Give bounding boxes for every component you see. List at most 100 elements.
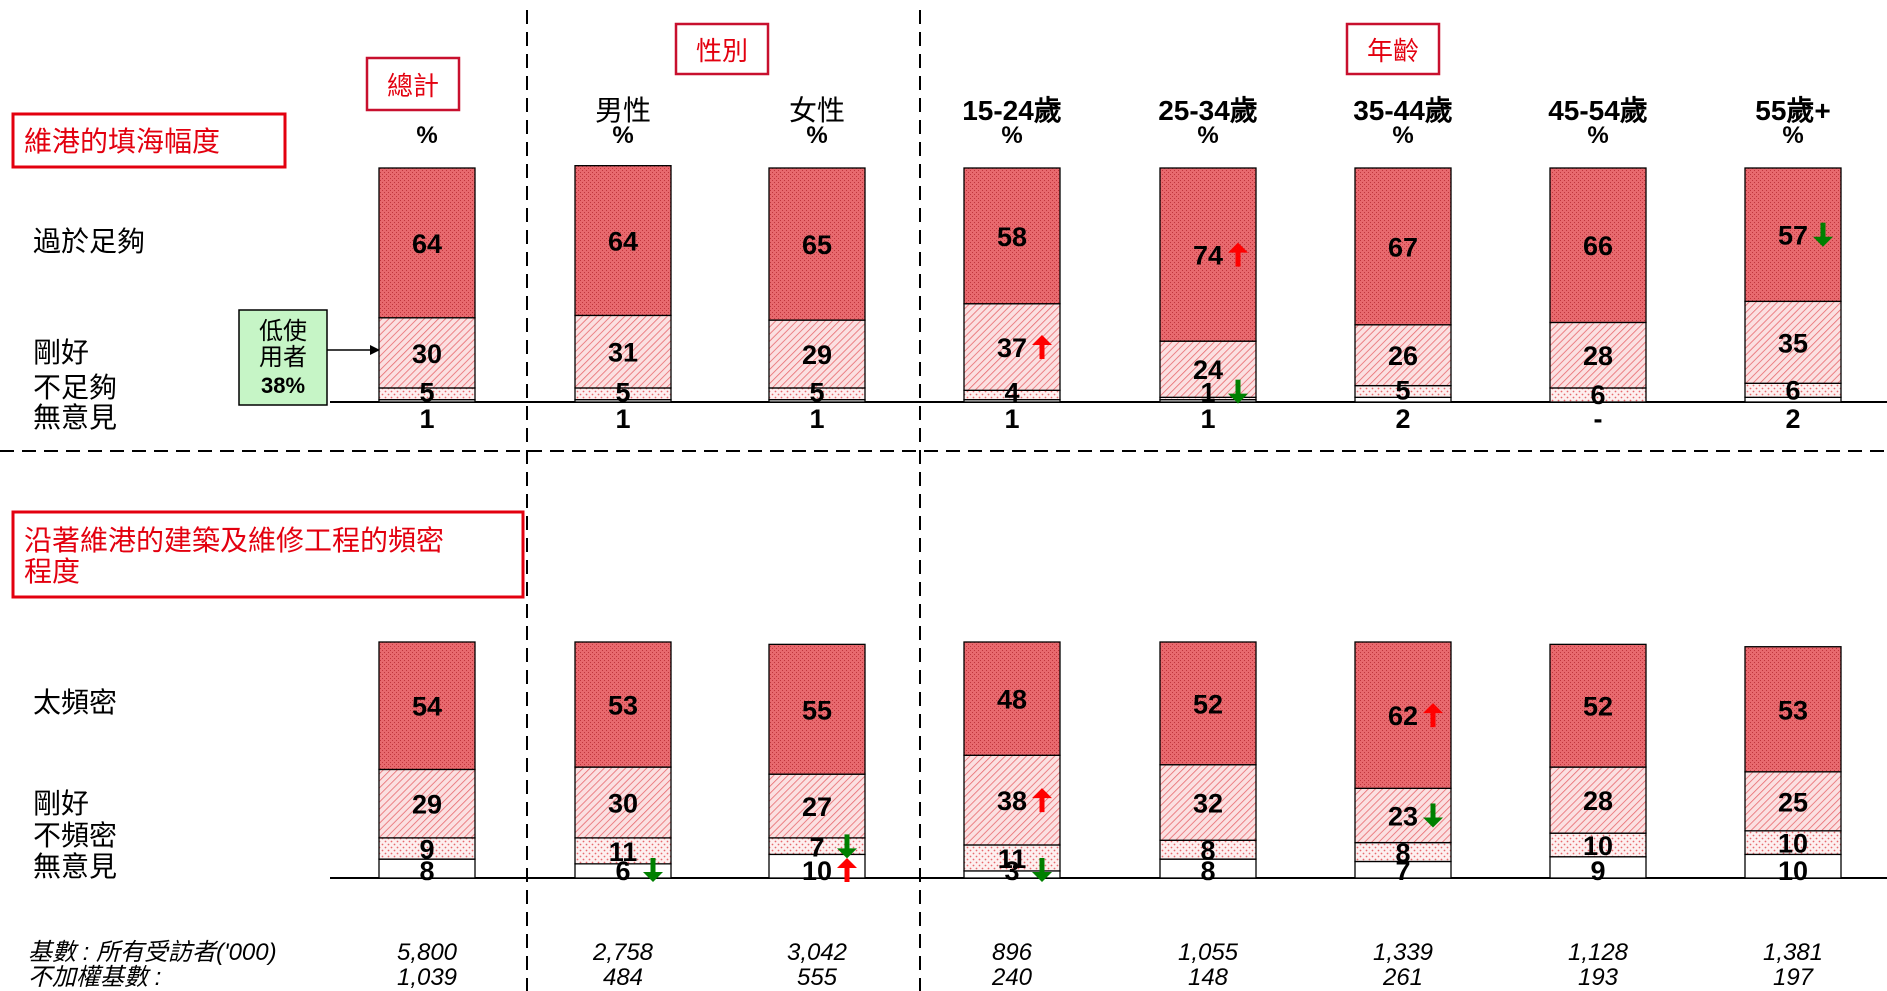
arrow-s1-c3-seg3-head bbox=[1032, 872, 1052, 882]
base-unweighted-0: 1,039 bbox=[397, 964, 457, 991]
label-s0-c2-seg0: 65 bbox=[802, 230, 832, 260]
label-s1-c1-seg2: 11 bbox=[609, 837, 638, 867]
label-s1-c6-seg2: 10 bbox=[1583, 831, 1613, 861]
base-unweighted-3: 240 bbox=[991, 964, 1033, 991]
label-s1-c5-seg0: 62 bbox=[1388, 701, 1418, 731]
column-unit-4: % bbox=[1197, 122, 1218, 149]
label-s0-c3-seg3: 1 bbox=[1004, 404, 1019, 434]
arrow-s0-c4-seg2-head bbox=[1228, 393, 1248, 404]
bar-s0-c0-seg0 bbox=[378, 167, 476, 319]
bar-s0-c5-seg1 bbox=[1354, 324, 1452, 387]
label-s1-c1-seg0: 53 bbox=[608, 691, 638, 721]
label-s0-c5-seg1: 26 bbox=[1388, 341, 1418, 371]
section2-title-box bbox=[11, 510, 525, 599]
label-s1-c0-seg1: 29 bbox=[412, 790, 442, 820]
label-s1-c4-seg1: 32 bbox=[1193, 788, 1223, 818]
label-s1-c6-seg0: 52 bbox=[1583, 692, 1613, 722]
label-s0-c1-seg2: 5 bbox=[615, 378, 630, 408]
label-s0-c2-seg2: 5 bbox=[809, 378, 824, 408]
arrow-s1-c3-seg1-shaft bbox=[1039, 796, 1045, 813]
bar-s1-c0-seg0 bbox=[378, 641, 476, 771]
label-s0-c7-seg2: 6 bbox=[1785, 375, 1800, 405]
label-s0-c0-seg3: 1 bbox=[419, 404, 434, 434]
age-box-label: 年齡 bbox=[1367, 36, 1419, 66]
label-s1-c1-seg3: 6 bbox=[615, 856, 630, 886]
label-s0-c6-seg3: - bbox=[1594, 404, 1603, 434]
row-label-s1-1: 剛好 bbox=[33, 337, 89, 368]
label-s0-c7-seg3: 2 bbox=[1785, 404, 1800, 434]
label-s0-c6-seg0: 66 bbox=[1583, 231, 1613, 261]
label-s0-c6-seg2: 6 bbox=[1590, 380, 1605, 410]
arrow-s0-c3-seg1-head bbox=[1032, 335, 1052, 346]
gender-box bbox=[674, 22, 770, 76]
label-s1-c3-seg1: 38 bbox=[997, 786, 1027, 816]
column-unit-2: % bbox=[806, 122, 827, 149]
label-s0-c1-seg0: 64 bbox=[608, 227, 638, 257]
section1-title: 維港的填海幅度 bbox=[24, 126, 220, 157]
bar-s0-c1-seg0 bbox=[574, 165, 672, 317]
column-header-1: 男性 bbox=[595, 95, 651, 126]
label-s1-c2-seg1: 27 bbox=[802, 792, 832, 822]
bar-s1-c1-seg0 bbox=[574, 641, 672, 768]
column-header-5: 35-44歲 bbox=[1353, 95, 1453, 126]
bar-s0-c2-seg0 bbox=[768, 167, 866, 321]
base-unweighted-5: 261 bbox=[1382, 964, 1423, 991]
row-label-s2-2: 不頻密 bbox=[33, 820, 117, 851]
arrow-s1-c2-seg2-shaft bbox=[844, 834, 850, 851]
column-header-6: 45-54歲 bbox=[1548, 95, 1648, 126]
column-header-7: 55歲+ bbox=[1755, 95, 1831, 126]
arrow-s0-c4-seg0-head bbox=[1228, 242, 1248, 253]
gender-box-label: 性別 bbox=[696, 36, 748, 66]
label-s0-c2-seg1: 29 bbox=[802, 340, 832, 370]
base-unweighted-6: 193 bbox=[1578, 964, 1619, 991]
label-s1-c6-seg3: 9 bbox=[1590, 856, 1605, 886]
label-s1-c0-seg3: 8 bbox=[419, 856, 434, 886]
base-weighted-5: 1,339 bbox=[1373, 939, 1433, 966]
label-s0-c5-seg2: 5 bbox=[1395, 375, 1410, 405]
label-s0-c1-seg3: 1 bbox=[615, 404, 630, 434]
arrow-s0-c4-seg2-shaft bbox=[1235, 379, 1241, 396]
column-unit-6: % bbox=[1587, 122, 1608, 149]
bar-s0-c6-seg1 bbox=[1549, 321, 1647, 389]
label-s1-c5-seg1: 23 bbox=[1388, 801, 1418, 831]
total-box-label: 總計 bbox=[387, 71, 439, 101]
label-s0-c7-seg0: 57 bbox=[1778, 221, 1808, 251]
arrow-s1-c2-seg3-head bbox=[837, 858, 857, 868]
row-label-s1-2: 不足夠 bbox=[33, 372, 117, 403]
arrow-s1-c2-seg2-head bbox=[837, 848, 857, 859]
label-s0-c4-seg0: 74 bbox=[1193, 241, 1223, 271]
low-user-callout bbox=[238, 309, 328, 406]
label-s0-c2-seg3: 1 bbox=[809, 404, 824, 434]
bar-s0-c7-seg1 bbox=[1744, 300, 1842, 384]
base-unweighted-1: 484 bbox=[603, 964, 643, 991]
bar-s1-c6-seg0 bbox=[1549, 643, 1647, 768]
base-label-unweighted: 不加權基數 : bbox=[28, 964, 161, 991]
arrow-s1-c5-seg1-shaft bbox=[1430, 803, 1436, 820]
total-box bbox=[365, 56, 461, 112]
bar-s1-c3-seg0 bbox=[963, 641, 1061, 756]
arrow-s0-c7-seg0-shaft bbox=[1820, 222, 1826, 239]
bar-s1-c2-seg1 bbox=[768, 773, 866, 839]
label-s1-c5-seg3: 7 bbox=[1395, 856, 1410, 886]
label-s1-c4-seg2: 8 bbox=[1200, 836, 1215, 866]
label-s1-c0-seg0: 54 bbox=[412, 692, 442, 722]
section2-title-line2: 程度 bbox=[24, 556, 80, 587]
label-s1-c7-seg2: 10 bbox=[1778, 829, 1808, 859]
bar-s1-c4-seg0 bbox=[1159, 641, 1257, 766]
base-weighted-7: 1,381 bbox=[1763, 939, 1823, 966]
arrow-s1-c5-seg0-shaft bbox=[1430, 711, 1436, 728]
column-unit-7: % bbox=[1782, 122, 1803, 149]
base-unweighted-7: 197 bbox=[1773, 964, 1815, 991]
label-s0-c4-seg2: 1 bbox=[1200, 378, 1215, 408]
callout-line3: 38% bbox=[261, 373, 305, 398]
bar-s0-c0-seg1 bbox=[378, 317, 476, 389]
base-weighted-0: 5,800 bbox=[397, 939, 458, 966]
callout-line2: 用者 bbox=[259, 344, 307, 371]
label-s1-c7-seg0: 53 bbox=[1778, 695, 1808, 725]
label-s0-c3-seg1: 37 bbox=[997, 333, 1027, 363]
column-unit-5: % bbox=[1392, 122, 1413, 149]
label-s1-c3-seg2: 11 bbox=[998, 844, 1027, 874]
row-label-s1-0: 過於足夠 bbox=[33, 226, 145, 257]
arrow-s1-c2-seg3-shaft bbox=[844, 866, 850, 882]
